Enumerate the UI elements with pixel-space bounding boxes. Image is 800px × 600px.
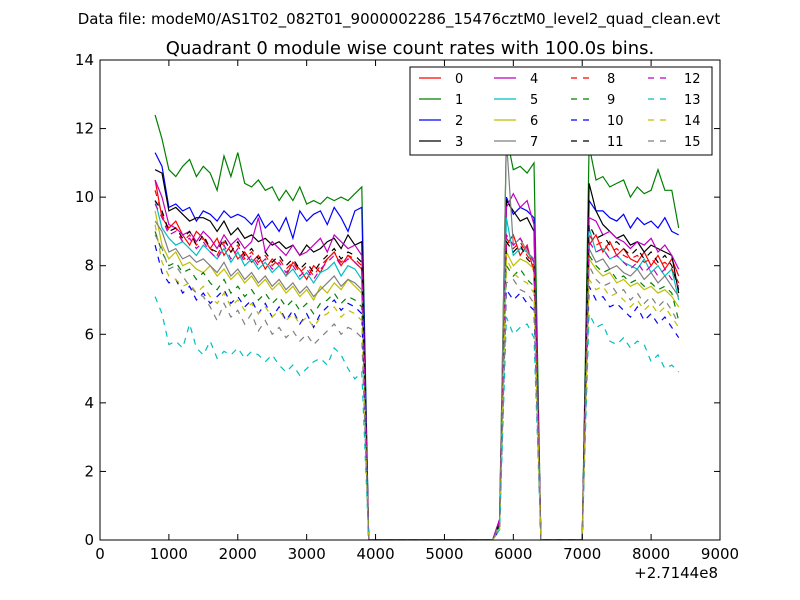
series-line-13	[154, 296, 680, 540]
series-line-2	[154, 152, 679, 540]
series-line-10	[154, 244, 680, 540]
legend-label-7: 7	[530, 135, 538, 150]
legend-label-4: 4	[530, 72, 538, 87]
x-tick-label: 3000	[288, 545, 326, 563]
y-tick-label: 14	[75, 51, 94, 69]
x-tick-label: 9000	[701, 545, 739, 563]
legend-label-2: 2	[455, 114, 463, 129]
legend-label-9: 9	[607, 93, 615, 108]
series-line-4	[154, 179, 680, 540]
y-tick-label: 6	[84, 325, 94, 343]
x-tick-label: 0	[95, 545, 105, 563]
x-axis-offset-label: +2.7144e8	[634, 564, 718, 582]
series-line-14	[154, 224, 680, 540]
legend-label-0: 0	[455, 72, 463, 87]
legend-box	[409, 66, 713, 156]
x-tick-label: 5000	[425, 545, 463, 563]
x-tick-label: 4000	[356, 545, 394, 563]
series-line-0	[154, 179, 680, 540]
chart-title: Quadrant 0 module wise count rates with …	[166, 38, 655, 59]
series-line-3	[154, 169, 680, 540]
legend-label-14: 14	[684, 114, 701, 129]
axis-ticks: 0 1000 2000 3000 4000 5000 6000 7000 8000 9000 0 2 4…	[75, 51, 739, 563]
series-line-15	[154, 234, 680, 540]
legend-label-11: 11	[607, 135, 624, 150]
legend-label-13: 13	[684, 93, 701, 108]
series-layer	[154, 114, 680, 540]
x-tick-label: 2000	[219, 545, 257, 563]
legend-label-3: 3	[455, 135, 463, 150]
legend-label-15: 15	[684, 135, 701, 150]
series-line-9	[154, 231, 680, 540]
legend-label-6: 6	[530, 114, 538, 129]
series-line-7	[154, 138, 680, 540]
x-tick-label: 7000	[563, 545, 601, 563]
y-tick-label: 12	[75, 120, 94, 138]
x-tick-label: 6000	[494, 545, 532, 563]
y-tick-label: 8	[84, 257, 94, 275]
plot-frame	[99, 59, 721, 541]
y-tick-label: 4	[84, 394, 94, 412]
series-line-12	[154, 203, 680, 540]
figure-suptitle: Data file: modeM0/AS1T02_082T01_90000022…	[78, 10, 721, 29]
legend-label-8: 8	[607, 72, 615, 87]
y-tick-label: 2	[84, 462, 94, 480]
series-line-8	[154, 190, 680, 540]
x-tick-label: 8000	[632, 545, 670, 563]
legend-label-1: 1	[455, 93, 463, 108]
series-line-5	[154, 200, 680, 540]
y-tick-label: 0	[84, 531, 94, 549]
y-tick-label: 10	[75, 188, 94, 206]
series-line-1	[154, 114, 680, 540]
legend-label-12: 12	[684, 72, 701, 87]
legend-label-5: 5	[530, 93, 538, 108]
series-line-6	[154, 210, 680, 540]
legend-label-10: 10	[607, 114, 624, 129]
plot-area: 0 1000 2000 3000 4000 5000 6000 7000 8000 9000 0 2 4…	[75, 51, 739, 582]
x-tick-label: 1000	[150, 545, 188, 563]
